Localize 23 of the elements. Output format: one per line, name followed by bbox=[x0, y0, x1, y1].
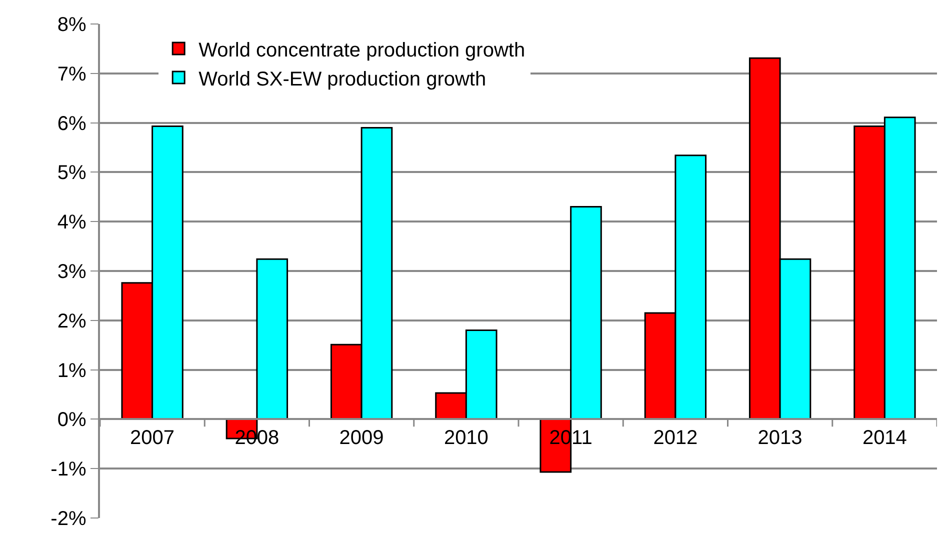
y-tick-label: 5% bbox=[57, 162, 86, 184]
x-tick-label: 2010 bbox=[444, 426, 488, 449]
legend-label: World SX-EW production growth bbox=[198, 68, 486, 90]
y-tick-label: 6% bbox=[57, 112, 86, 135]
y-tick-label: 2% bbox=[57, 310, 86, 332]
x-tick-label: 2008 bbox=[234, 426, 280, 449]
x-tick-label: 2009 bbox=[339, 426, 384, 449]
x-tick-label: 2011 bbox=[549, 426, 592, 449]
bar bbox=[570, 206, 602, 420]
x-tick-label: 2007 bbox=[130, 426, 175, 449]
y-tick-label: 8% bbox=[57, 14, 86, 36]
y-tick-label: 4% bbox=[57, 212, 86, 234]
bar bbox=[256, 258, 288, 420]
x-tick-label: 2012 bbox=[653, 426, 698, 449]
legend-label: World concentrate production growth bbox=[198, 39, 526, 62]
y-tick-label: 0% bbox=[57, 409, 86, 432]
y-tick-label: 3% bbox=[57, 261, 86, 283]
y-tick-label: 1% bbox=[57, 360, 86, 382]
y-tick-label: -1% bbox=[50, 458, 86, 481]
y-tick-label: 7% bbox=[57, 63, 86, 86]
x-tick-label: 2013 bbox=[758, 426, 802, 449]
y-tick-label: -2% bbox=[50, 508, 86, 530]
x-tick-label: 2014 bbox=[862, 426, 907, 449]
